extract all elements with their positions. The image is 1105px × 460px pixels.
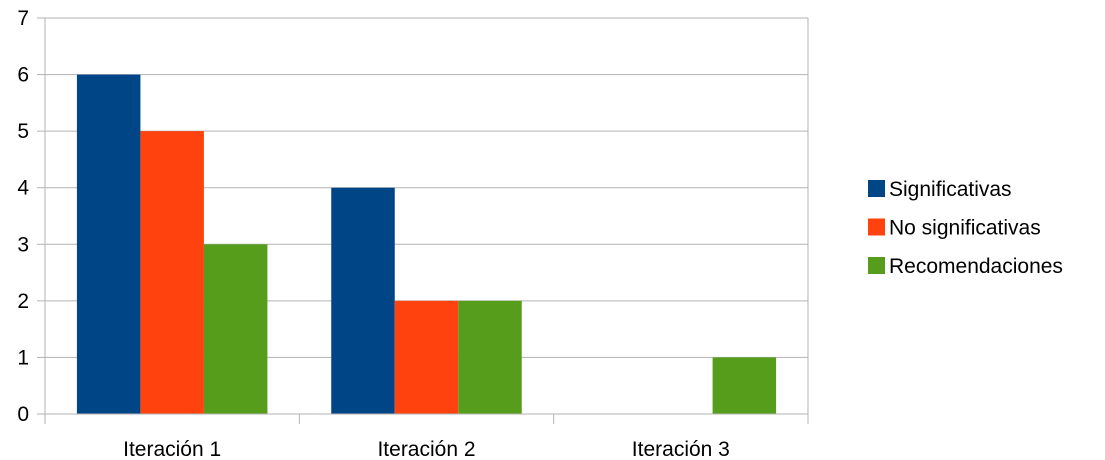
x-category-label: Iteración 3 (632, 438, 730, 460)
legend-swatch (868, 180, 885, 197)
bar (203, 244, 268, 414)
legend-label: No significativas (889, 217, 1041, 240)
bar (76, 74, 141, 415)
x-category-label: Iteración 2 (377, 438, 475, 460)
legend-swatch (868, 257, 885, 274)
bar (458, 300, 522, 414)
bar (394, 300, 459, 414)
y-tick-labels: 0 1 2 3 4 5 6 7 (17, 7, 29, 426)
x-category-label: Iteración 1 (123, 438, 221, 460)
bar (140, 131, 204, 414)
legend-swatch (868, 218, 885, 236)
y-tick-label: 3 (17, 233, 29, 256)
legend-label: Recomendaciones (889, 255, 1063, 278)
legend-label: Significativas (889, 178, 1012, 201)
y-tick-label: 7 (17, 7, 29, 30)
legend: Significativas No significativas Recomenda… (868, 178, 1063, 278)
y-tick-label: 5 (17, 120, 29, 143)
bars (76, 74, 777, 415)
y-tick-label: 1 (17, 346, 29, 369)
bar (331, 187, 395, 414)
axes (37, 17, 809, 424)
y-tick-label: 6 (17, 64, 29, 87)
bar (712, 357, 777, 414)
x-category-labels: Iteración 1 Iteración 2 Iteración 3 (123, 438, 730, 460)
y-tick-label: 0 (17, 403, 29, 426)
y-tick-label: 2 (17, 290, 29, 313)
y-tick-label: 4 (17, 177, 29, 200)
